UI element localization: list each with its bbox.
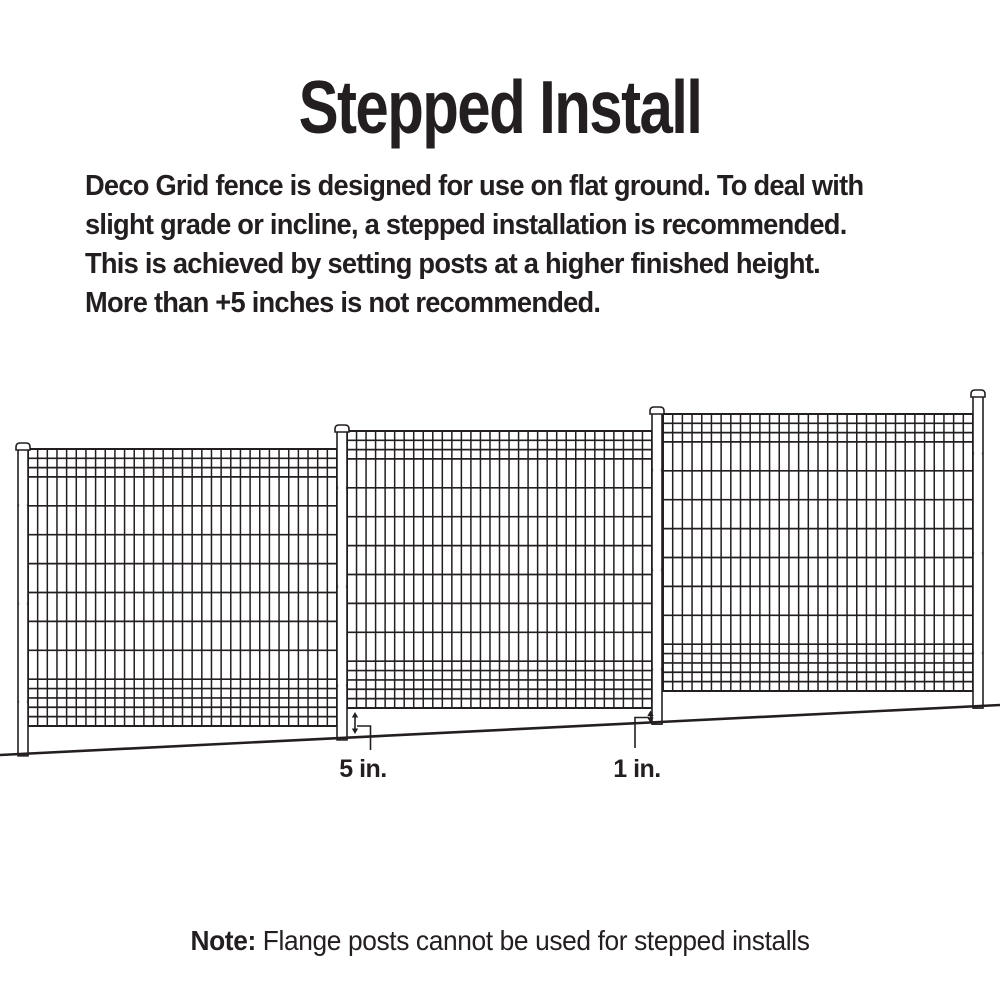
description-line: More than +5 inches is not recommended. (85, 287, 601, 319)
ground-line (0, 703, 1000, 757)
stepped-install-illustration: 5 in. 1 in. (0, 389, 1000, 783)
post-cap (334, 424, 350, 433)
fence-posts (15, 389, 986, 757)
dimension-indicators (351, 710, 654, 750)
post-cap (15, 442, 31, 451)
fence-diagram: 5 in. 1 in. (0, 380, 1000, 800)
post-cap (970, 389, 986, 398)
note-label: Note: (190, 925, 256, 956)
dimension-arrow-5in (351, 712, 372, 750)
fence-post-3 (649, 406, 665, 725)
fence-panel-3 (662, 413, 974, 692)
post-cap (649, 406, 665, 415)
dimension-arrow-1in (634, 710, 654, 748)
fence-panel-2 (346, 430, 653, 709)
fence-post-2 (334, 424, 350, 741)
fence-panel-1 (27, 448, 338, 727)
fence-post-4 (970, 389, 986, 709)
fence-post-1 (15, 442, 31, 757)
description-paragraph: Deco Grid fence is designed for use on f… (85, 167, 864, 323)
description-line: This is achieved by setting posts at a h… (85, 248, 821, 280)
dimension-label-1in: 1 in. (613, 755, 661, 783)
page-title: Stepped Install (298, 65, 703, 149)
dimension-label-5in: 5 in. (339, 755, 387, 783)
note-text: Flange posts cannot be used for stepped … (255, 925, 810, 956)
fence-panels (27, 413, 974, 727)
description-line: slight grade or incline, a stepped insta… (85, 209, 847, 241)
description-line: Deco Grid fence is designed for use on f… (85, 170, 864, 202)
footer-note: Note: Flange posts cannot be used for st… (30, 925, 970, 957)
